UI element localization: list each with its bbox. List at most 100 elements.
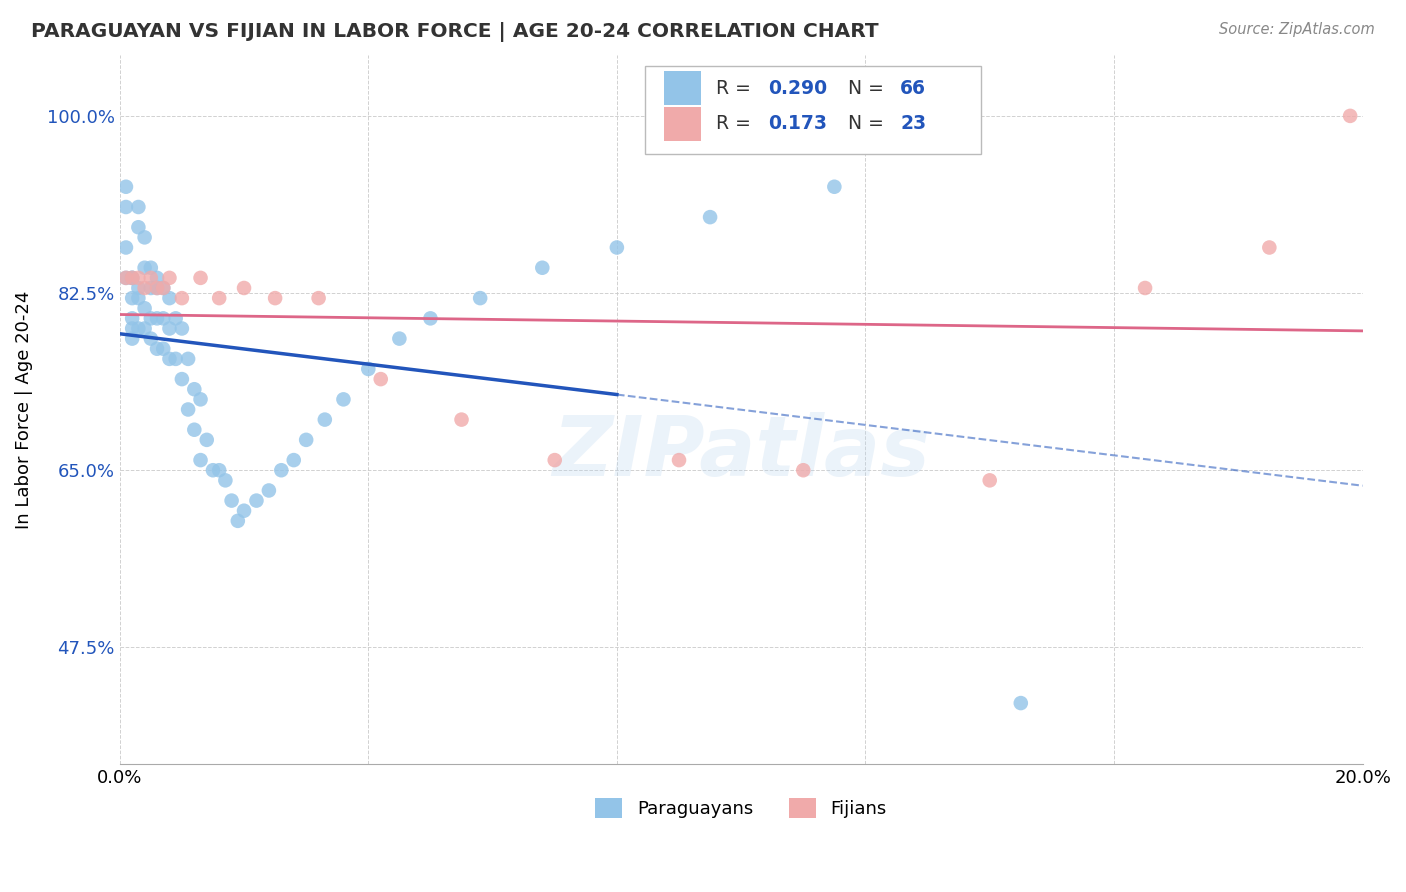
Text: Source: ZipAtlas.com: Source: ZipAtlas.com (1219, 22, 1375, 37)
Text: ZIPatlas: ZIPatlas (553, 411, 931, 492)
Point (544, 453, 567, 467)
Text: 66: 66 (900, 79, 927, 98)
Point (190, 271, 212, 285)
Point (233, 504, 256, 518)
Point (283, 453, 305, 467)
Point (152, 342, 174, 356)
Point (233, 281, 256, 295)
Point (121, 332, 143, 346)
Point (1133, 281, 1156, 295)
Point (115, 179, 138, 194)
Text: N =: N = (835, 114, 890, 134)
Point (1258, 240, 1281, 254)
Point (146, 281, 169, 295)
Point (183, 382, 205, 396)
Point (332, 392, 354, 407)
Point (159, 321, 181, 335)
Point (823, 179, 845, 194)
Point (1010, 696, 1032, 710)
Point (146, 311, 169, 326)
Point (127, 200, 149, 214)
Point (221, 493, 243, 508)
Point (270, 463, 292, 477)
Point (177, 402, 200, 417)
Point (470, 291, 492, 305)
Point (245, 493, 267, 508)
Point (115, 240, 138, 254)
Point (127, 271, 149, 285)
Point (139, 281, 162, 295)
Point (139, 260, 162, 275)
Point (165, 311, 187, 326)
Point (134, 301, 156, 316)
Point (159, 291, 181, 305)
Point (115, 200, 138, 214)
Point (146, 271, 169, 285)
Point (190, 453, 212, 467)
Point (127, 281, 149, 295)
Text: N =: N = (835, 79, 890, 98)
Point (127, 321, 149, 335)
Point (419, 311, 441, 326)
Point (121, 291, 143, 305)
Point (121, 271, 143, 285)
FancyBboxPatch shape (645, 66, 981, 154)
Point (121, 271, 143, 285)
Point (190, 392, 212, 407)
Point (314, 412, 336, 426)
Point (370, 372, 392, 386)
Point (127, 220, 149, 235)
FancyBboxPatch shape (664, 71, 702, 105)
Text: 23: 23 (900, 114, 927, 134)
Point (308, 291, 330, 305)
Point (195, 433, 218, 447)
Point (115, 271, 138, 285)
Point (257, 483, 280, 498)
Legend: Paraguayans, Fijians: Paraguayans, Fijians (588, 790, 894, 826)
Point (226, 514, 249, 528)
Point (668, 453, 690, 467)
Point (531, 260, 554, 275)
Point (264, 291, 287, 305)
Point (159, 271, 181, 285)
Point (170, 372, 193, 386)
Point (134, 230, 156, 244)
Point (1339, 109, 1361, 123)
Point (183, 423, 205, 437)
Point (699, 210, 721, 224)
Point (152, 281, 174, 295)
Point (170, 291, 193, 305)
Point (121, 311, 143, 326)
Point (134, 281, 156, 295)
Point (152, 311, 174, 326)
Point (208, 463, 231, 477)
Text: PARAGUAYAN VS FIJIAN IN LABOR FORCE | AGE 20-24 CORRELATION CHART: PARAGUAYAN VS FIJIAN IN LABOR FORCE | AG… (31, 22, 879, 42)
Point (146, 342, 169, 356)
Text: 0.173: 0.173 (769, 114, 828, 134)
Point (295, 433, 318, 447)
Point (170, 321, 193, 335)
Text: R =: R = (716, 114, 758, 134)
Point (177, 351, 200, 366)
Point (208, 291, 231, 305)
Point (139, 311, 162, 326)
Point (121, 271, 143, 285)
Point (139, 332, 162, 346)
Point (165, 351, 187, 366)
Point (115, 271, 138, 285)
Point (388, 332, 411, 346)
Point (146, 281, 169, 295)
Text: 0.290: 0.290 (769, 79, 828, 98)
FancyBboxPatch shape (664, 107, 702, 141)
Point (139, 271, 162, 285)
Y-axis label: In Labor Force | Age 20-24: In Labor Force | Age 20-24 (15, 290, 32, 529)
Point (792, 463, 814, 477)
Point (606, 240, 628, 254)
Point (214, 474, 236, 488)
Point (152, 281, 174, 295)
Point (121, 321, 143, 335)
Point (159, 351, 181, 366)
Point (979, 474, 1001, 488)
Point (357, 362, 380, 376)
Point (134, 260, 156, 275)
